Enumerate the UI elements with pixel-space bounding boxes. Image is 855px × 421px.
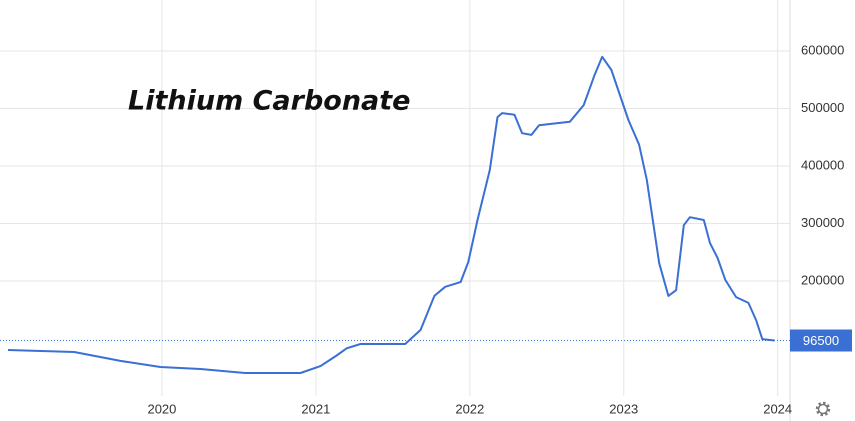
chart-title: Lithium Carbonate bbox=[128, 86, 411, 117]
price-line bbox=[7, 55, 775, 374]
last-value-badge bbox=[790, 329, 852, 352]
y-tick-label: 400000 bbox=[801, 157, 844, 172]
x-tick-label: 2022 bbox=[455, 401, 484, 416]
y-tick-label: 200000 bbox=[801, 272, 844, 287]
x-tick-label: 2021 bbox=[301, 401, 330, 416]
gear-teeth bbox=[815, 401, 831, 417]
x-tick-label: 2024 bbox=[763, 401, 792, 416]
x-tick-label: 2020 bbox=[147, 401, 176, 416]
y-tick-label: 600000 bbox=[801, 42, 844, 57]
settings-icon[interactable] bbox=[815, 401, 831, 417]
gear-ring bbox=[817, 403, 829, 415]
x-tick-label: 2023 bbox=[609, 401, 638, 416]
last-value-label: 96500 bbox=[803, 333, 839, 348]
y-tick-label: 300000 bbox=[801, 215, 844, 230]
y-tick-label: 500000 bbox=[801, 100, 844, 115]
